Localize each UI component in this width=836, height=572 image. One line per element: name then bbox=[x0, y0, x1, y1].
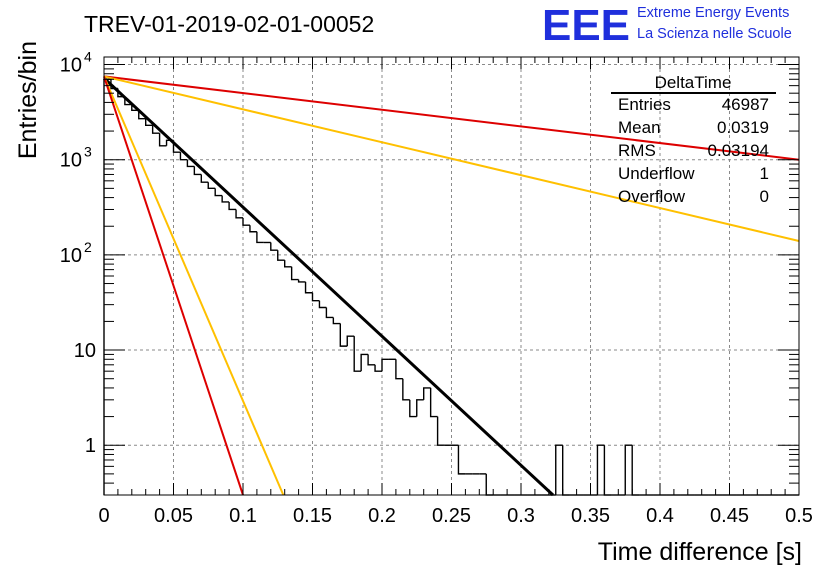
x-tick-label: 0 bbox=[98, 505, 109, 527]
histogram-bin bbox=[186, 159, 195, 168]
histogram-bin bbox=[624, 444, 633, 495]
stats-box: DeltaTime Entries 46987 Mean 0.0319 RMS 0.031… bbox=[611, 73, 776, 206]
fit-line bbox=[103, 75, 800, 161]
fit-lines-layer bbox=[102, 75, 800, 497]
eee-logo: EEE Extreme Energy Events La Scienza nel… bbox=[542, 1, 792, 50]
histogram-bin bbox=[228, 201, 237, 211]
histogram-bin bbox=[256, 231, 264, 244]
histogram-bin bbox=[332, 317, 341, 325]
histogram-bin bbox=[381, 358, 389, 372]
x-tick-label: 0.4 bbox=[646, 505, 674, 527]
stats-value: 0.0319 bbox=[717, 118, 769, 137]
histogram-bin bbox=[145, 118, 153, 126]
y-tick-exponent: 4 bbox=[84, 49, 92, 65]
histogram-bin bbox=[304, 281, 313, 294]
x-tick-labels: 0 0.05 0.1 0.15 0.2 0.25 0.3 0.35 0.4 0.45 0.5 bbox=[98, 505, 812, 527]
y-tick-exponent: 3 bbox=[84, 144, 92, 160]
histogram-bin bbox=[158, 133, 167, 147]
chart-title: TREV-01-2019-02-01-00052 bbox=[84, 11, 374, 37]
y-tick-label: 10 bbox=[60, 245, 82, 267]
x-tick-label: 0.35 bbox=[571, 505, 610, 527]
stats-label: Mean bbox=[618, 118, 661, 137]
histogram-bin bbox=[374, 364, 382, 372]
histogram-bin bbox=[402, 378, 410, 401]
histogram-bin bbox=[249, 225, 257, 233]
logo-line-2: La Scienza nelle Scuole bbox=[637, 26, 792, 42]
y-tick-label: 10 bbox=[60, 150, 82, 172]
histogram-bin bbox=[311, 292, 320, 302]
x-tick-label: 0.3 bbox=[507, 505, 535, 527]
stats-title: DeltaTime bbox=[655, 73, 732, 92]
x-tick-label: 0.1 bbox=[229, 505, 257, 527]
histogram-bin bbox=[242, 217, 250, 226]
histogram-bin bbox=[277, 250, 285, 261]
logo-line-1: Extreme Energy Events bbox=[637, 5, 789, 21]
stats-value: 1 bbox=[760, 164, 769, 183]
axis-ticks bbox=[103, 57, 800, 496]
x-tick-label: 0.45 bbox=[710, 505, 749, 527]
histogram-bin bbox=[555, 444, 563, 495]
histogram-bin bbox=[214, 188, 223, 197]
histogram-bin bbox=[151, 125, 160, 134]
histogram-bin bbox=[596, 444, 605, 495]
x-tick-label: 0.15 bbox=[293, 505, 332, 527]
histogram-bin bbox=[235, 209, 243, 219]
histogram-bin bbox=[131, 104, 139, 112]
x-tick-label: 0.5 bbox=[785, 505, 813, 527]
histogram-bin bbox=[270, 242, 278, 251]
y-tick-label: 1 bbox=[85, 435, 96, 457]
x-tick-label: 0.2 bbox=[368, 505, 396, 527]
stats-value: 0.03194 bbox=[708, 141, 769, 160]
histogram-bin bbox=[138, 110, 146, 120]
histogram-bin bbox=[360, 353, 369, 372]
x-axis-label: Time difference [s] bbox=[598, 538, 802, 566]
y-axis-label: Entries/bin bbox=[14, 41, 42, 159]
fit-line bbox=[103, 75, 800, 242]
histogram-bin bbox=[409, 399, 417, 418]
histogram-bin bbox=[318, 300, 327, 309]
stats-value: 0 bbox=[760, 187, 769, 206]
histogram-bin bbox=[290, 266, 299, 281]
histogram-bin bbox=[207, 182, 216, 190]
histogram-bin bbox=[193, 166, 202, 176]
histogram-bin bbox=[325, 307, 334, 319]
histogram-bin bbox=[423, 387, 431, 400]
histogram-bin bbox=[429, 387, 438, 418]
fit-line bbox=[102, 77, 554, 497]
stats-rows: Entries 46987 Mean 0.0319 RMS 0.03194 Underflo… bbox=[618, 95, 769, 206]
eee-logo-text: EEE bbox=[542, 1, 630, 50]
x-tick-label: 0.05 bbox=[154, 505, 193, 527]
histogram-bin bbox=[339, 323, 348, 347]
stats-value: 46987 bbox=[722, 95, 769, 114]
histogram-bin bbox=[436, 416, 445, 446]
x-tick-label: 0.25 bbox=[432, 505, 471, 527]
histogram-bin bbox=[395, 359, 403, 380]
stats-label: RMS bbox=[618, 141, 656, 160]
grid-lines bbox=[104, 57, 799, 495]
y-tick-exponent: 2 bbox=[84, 239, 92, 255]
histogram-bin bbox=[221, 195, 230, 203]
histogram-bin bbox=[179, 152, 188, 161]
histogram-bin bbox=[200, 174, 209, 183]
histogram-bin bbox=[353, 336, 362, 372]
histogram-bin bbox=[284, 260, 292, 268]
histogram-bin bbox=[416, 399, 424, 417]
histogram-bin bbox=[367, 354, 376, 366]
fit-line bbox=[103, 76, 285, 496]
histogram-bin bbox=[297, 279, 306, 283]
stats-label: Entries bbox=[618, 95, 671, 114]
y-tick-label: 10 bbox=[74, 340, 96, 362]
fit-line bbox=[103, 76, 244, 496]
stats-label: Underflow bbox=[618, 164, 695, 183]
stats-label: Overflow bbox=[618, 187, 686, 206]
y-tick-label: 10 bbox=[60, 55, 82, 77]
histogram-bin bbox=[457, 445, 466, 475]
histogram-bin bbox=[346, 335, 355, 347]
